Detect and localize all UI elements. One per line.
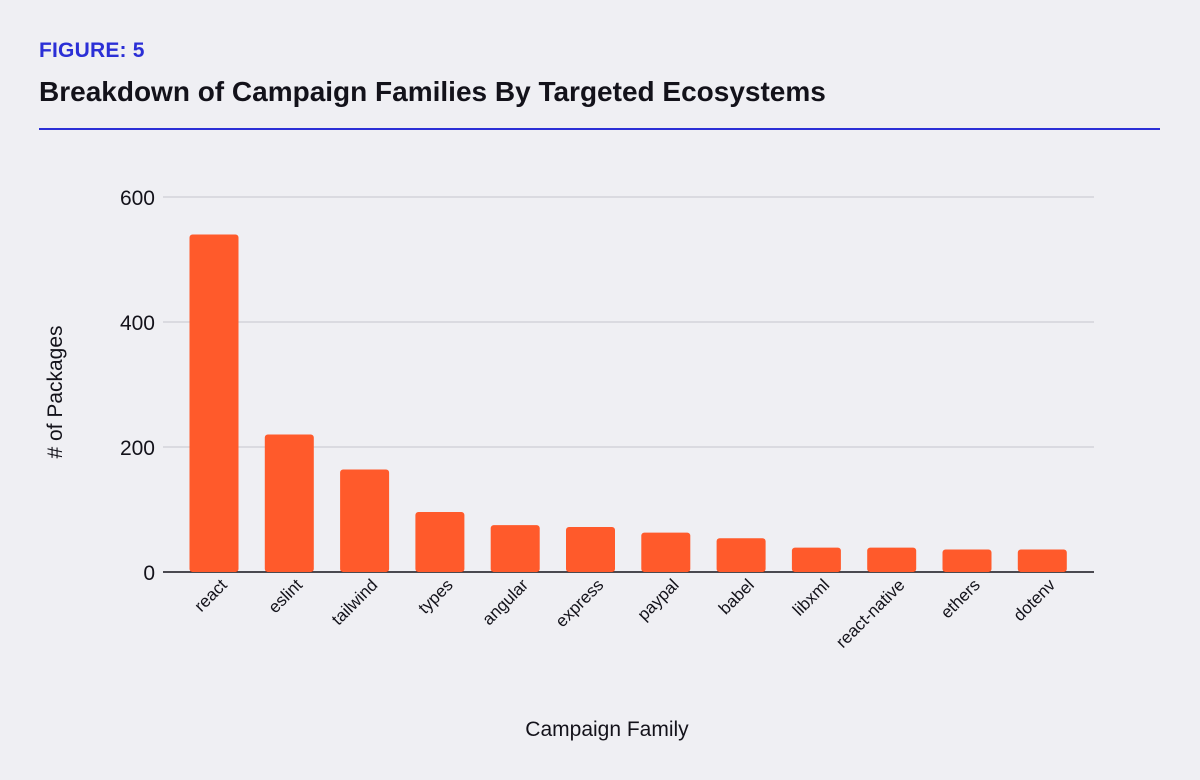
y-tick-label: 400: [120, 312, 155, 335]
x-tick-label: libxml: [789, 575, 833, 619]
x-tick-label: react: [191, 575, 231, 615]
x-tick-label: babel: [715, 575, 758, 618]
bar: [566, 527, 615, 572]
x-tick-label: types: [415, 575, 457, 617]
x-tick-label: angular: [478, 575, 532, 629]
x-tick-label: dotenv: [1010, 575, 1060, 625]
y-tick-label: 0: [143, 562, 155, 585]
y-tick-labels: 0 200 400 600: [120, 187, 155, 585]
grid-lines: [163, 196, 1094, 573]
bar: [641, 532, 691, 572]
bar: [264, 434, 314, 572]
y-axis-title: # of Packages: [44, 325, 67, 458]
bars: [189, 234, 1067, 572]
x-tick-label: react-native: [832, 575, 908, 651]
bar: [791, 547, 841, 572]
figure-label: FIGURE: 5: [39, 39, 145, 62]
x-tick-label: tailwind: [328, 575, 382, 629]
bar: [1017, 549, 1067, 572]
x-tick-labels: react eslint tailwind types angular express pa…: [191, 575, 1060, 652]
bar: [340, 469, 390, 572]
title-divider: [39, 128, 1160, 130]
y-tick-label: 200: [120, 437, 155, 460]
x-tick-label: paypal: [634, 575, 683, 624]
bar: [490, 525, 540, 572]
x-tick-label: express: [552, 575, 608, 631]
x-tick-label: eslint: [265, 575, 307, 617]
bar: [415, 512, 465, 572]
bar: [942, 549, 992, 572]
x-tick-label: ethers: [937, 575, 984, 622]
bar: [716, 538, 766, 572]
bar: [189, 234, 239, 572]
x-axis-title: Campaign Family: [525, 718, 689, 741]
figure-title: Breakdown of Campaign Families By Target…: [39, 76, 826, 107]
y-tick-label: 600: [120, 187, 155, 210]
bar: [867, 547, 917, 572]
